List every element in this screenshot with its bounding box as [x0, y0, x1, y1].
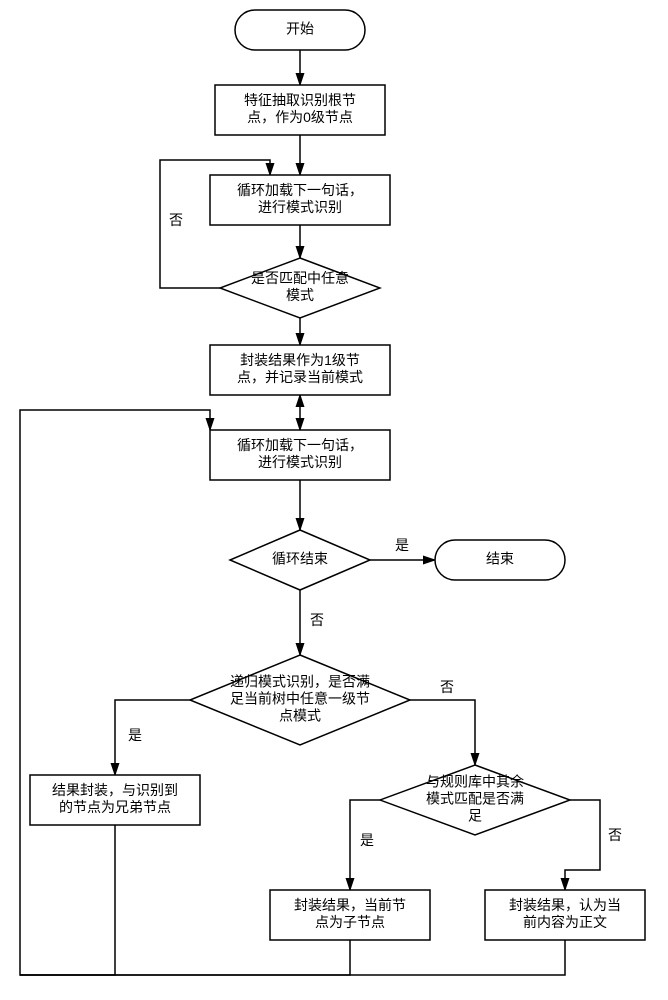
node-text: 循环加载下一句话， [237, 182, 363, 198]
node-text: 点，作为0级节点 [247, 109, 353, 125]
node-n5: 结果封装，与识别到的节点为兄弟节点 [30, 775, 200, 825]
edge-9 [115, 700, 190, 775]
node-d4: 与规则库中其余模式匹配是否满足 [380, 765, 570, 835]
node-d3: 递归模式识别，是否满足当前树中任意一级节点模式 [190, 655, 410, 745]
node-text: 的节点为兄弟节点 [59, 799, 171, 815]
edge-label: 否 [608, 827, 622, 843]
edge-label: 是 [360, 832, 374, 848]
node-text: 封装结果，当前节 [294, 897, 406, 913]
node-text: 点模式 [279, 708, 321, 724]
node-text: 循环结束 [272, 551, 328, 567]
node-text: 封装结果作为1级节 [240, 352, 360, 368]
node-text: 循环加载下一句话， [237, 437, 363, 453]
edge-label: 否 [169, 212, 183, 228]
node-text: 封装结果，认为当 [509, 897, 621, 913]
node-n3: 封装结果作为1级节点，并记录当前模式 [210, 345, 390, 395]
node-d2: 循环结束 [230, 530, 370, 590]
edge-15 [20, 940, 565, 975]
edge-13 [20, 410, 210, 975]
node-n4: 循环加载下一句话，进行模式识别 [210, 430, 390, 480]
node-n1: 特征抽取识别根节点，作为0级节点 [215, 85, 385, 135]
node-text: 进行模式识别 [258, 454, 342, 470]
node-text: 模式匹配是否满 [426, 791, 524, 807]
node-text: 开始 [286, 21, 314, 37]
node-text: 进行模式识别 [258, 199, 342, 215]
edge-label: 否 [440, 679, 454, 695]
edge-12 [565, 800, 600, 890]
node-text: 是否匹配中任意 [251, 270, 349, 286]
node-text: 点为子节点 [315, 914, 385, 930]
node-text: 前内容为正文 [523, 914, 607, 930]
edge-label: 否 [310, 612, 324, 628]
node-n2: 循环加载下一句话，进行模式识别 [210, 175, 390, 225]
edge-label: 是 [128, 727, 142, 743]
node-d1: 是否匹配中任意模式 [220, 258, 380, 318]
node-text: 足当前树中任意一级节 [230, 691, 370, 707]
edge-label: 是 [395, 537, 409, 553]
node-text: 模式 [286, 287, 314, 303]
node-text: 特征抽取识别根节 [244, 92, 356, 108]
node-n7: 封装结果，认为当前内容为正文 [485, 890, 645, 940]
node-text: 与规则库中其余 [426, 774, 524, 790]
edge-10 [410, 700, 475, 765]
node-text: 递归模式识别，是否满 [230, 674, 370, 690]
node-text: 足 [468, 808, 482, 824]
node-text: 结果封装，与识别到 [52, 782, 178, 798]
node-text: 结束 [486, 551, 514, 567]
node-end: 结束 [435, 540, 565, 580]
node-n6: 封装结果，当前节点为子节点 [270, 890, 430, 940]
node-start: 开始 [235, 10, 365, 50]
edge-14 [20, 940, 350, 975]
node-text: 点，并记录当前模式 [237, 369, 363, 385]
